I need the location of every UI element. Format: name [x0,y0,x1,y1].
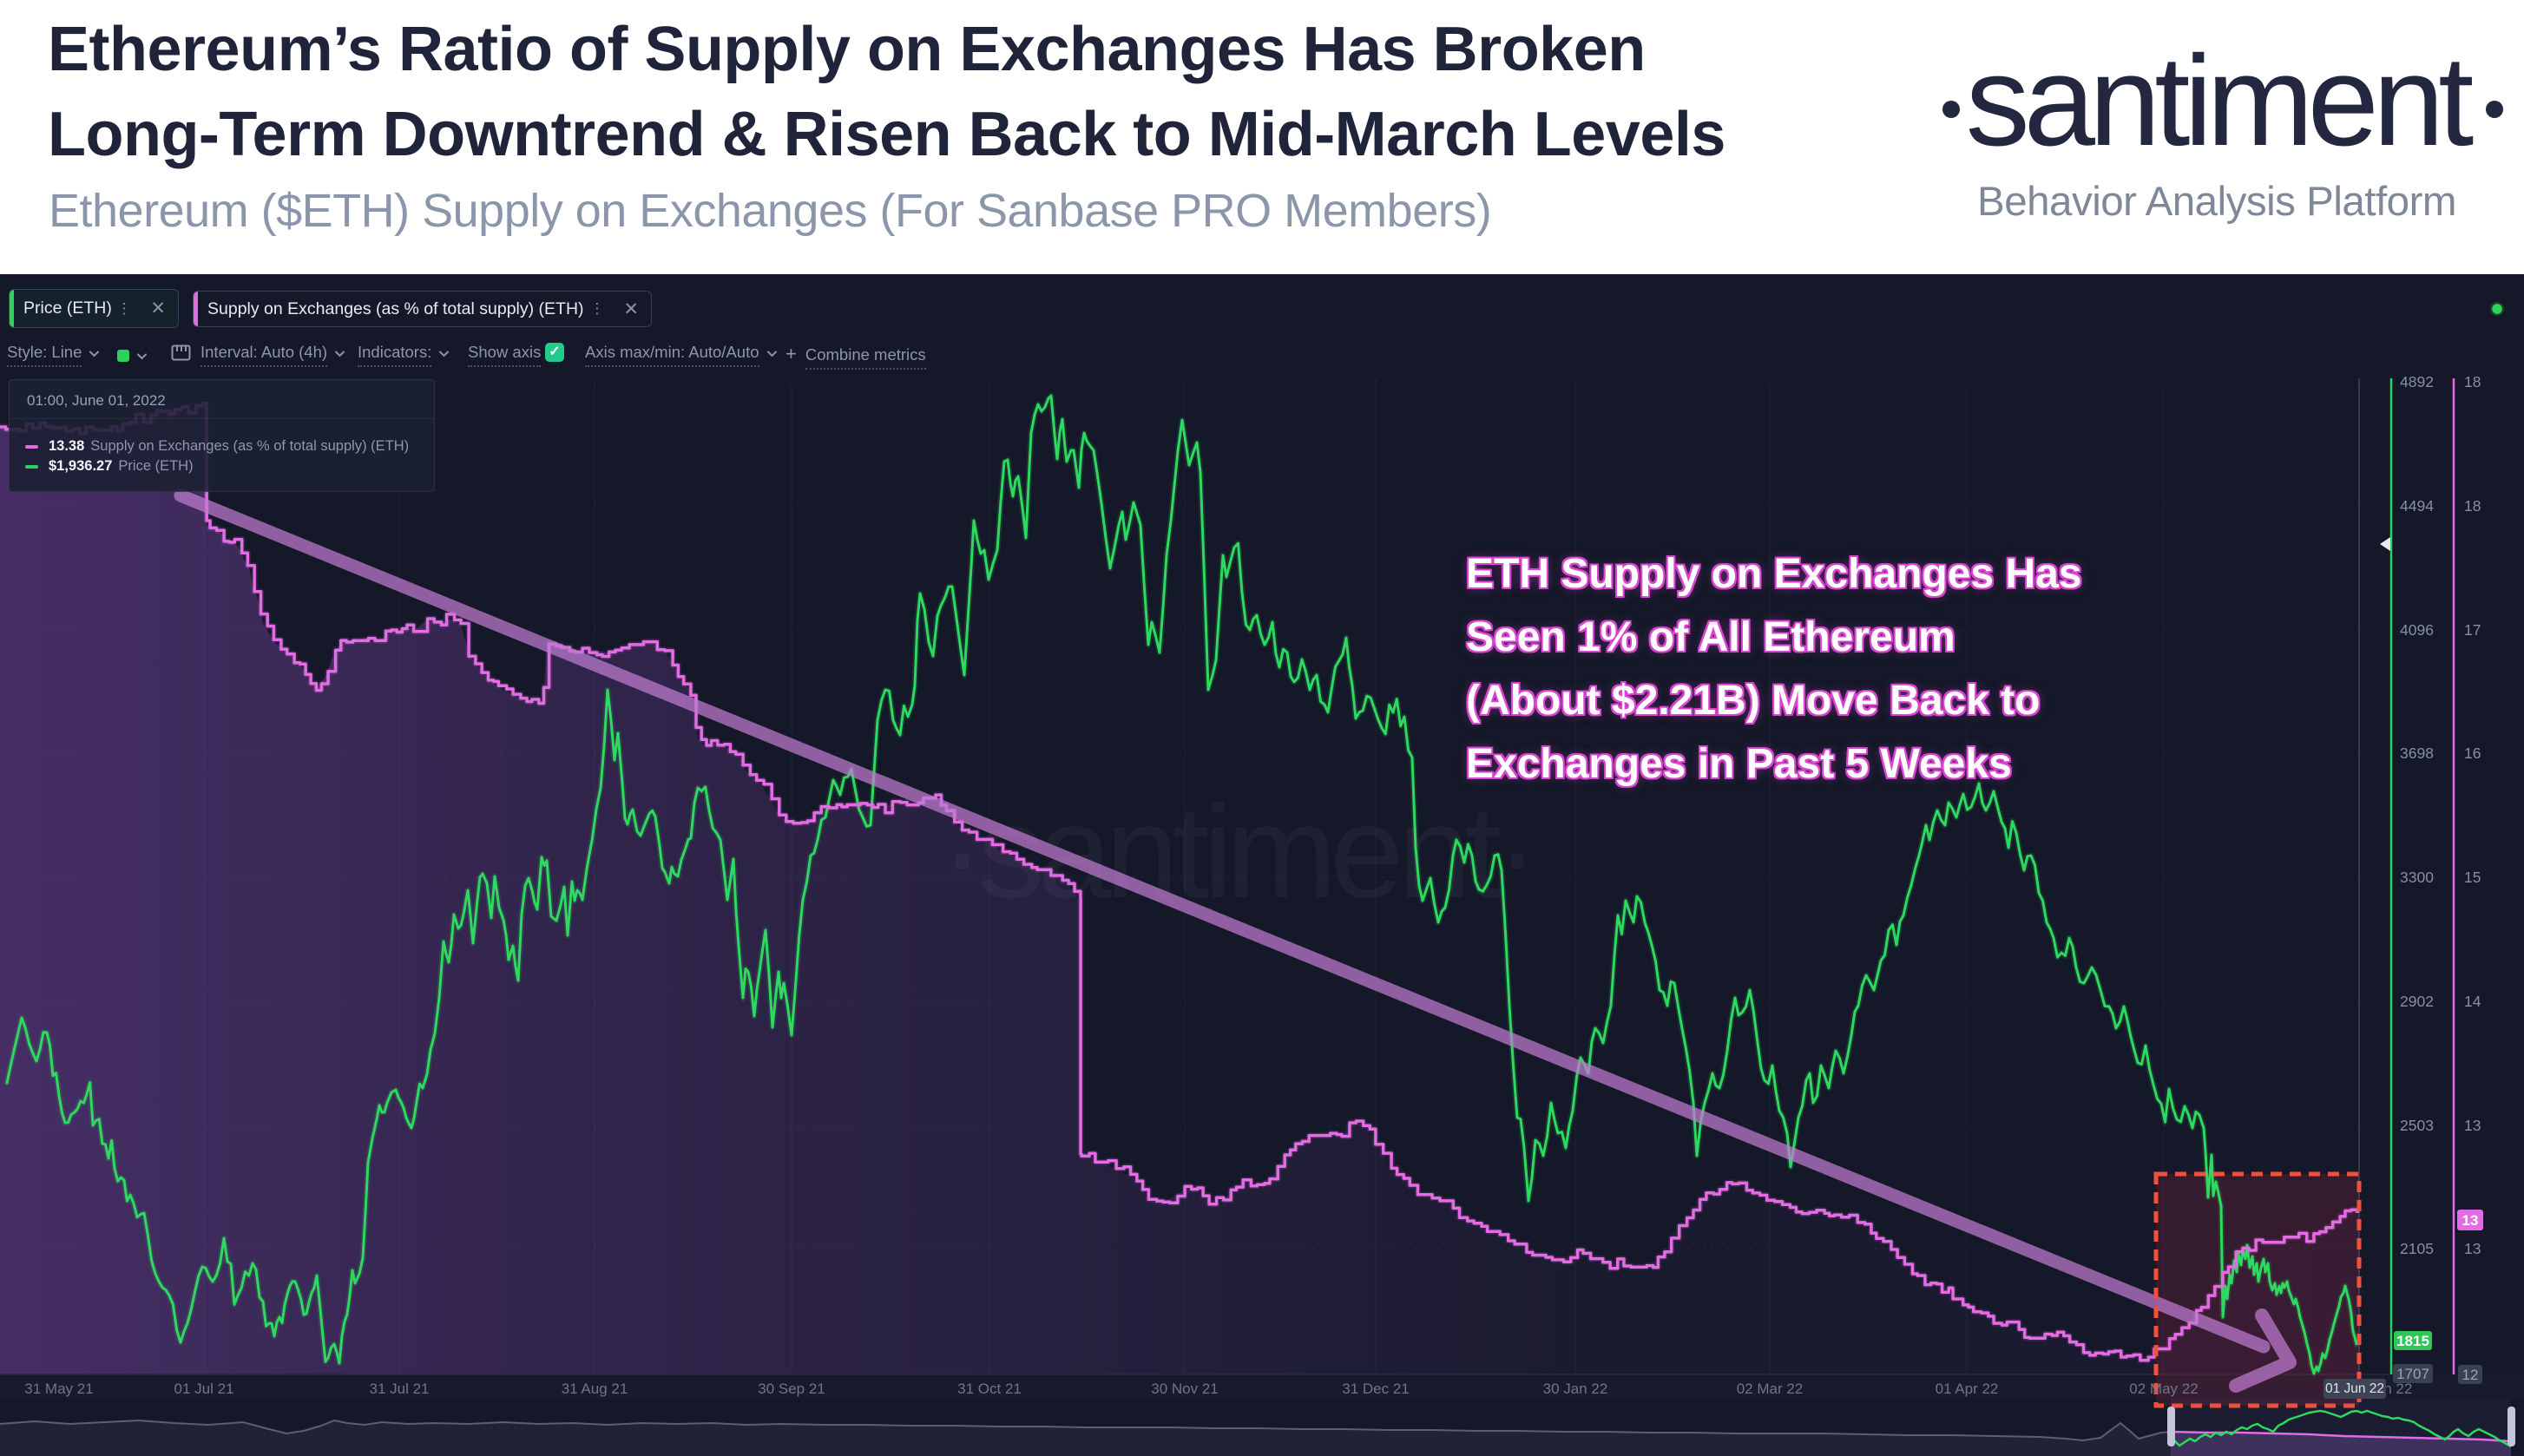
svg-text:31 May 21: 31 May 21 [24,1381,93,1397]
svg-text:30 Sep 21: 30 Sep 21 [758,1381,825,1397]
svg-text:3698: 3698 [2400,744,2434,762]
svg-text:4096: 4096 [2400,621,2434,639]
svg-text:02 Mar 22: 02 Mar 22 [1737,1381,1804,1397]
svg-text:30 Nov 21: 30 Nov 21 [1151,1381,1219,1397]
svg-text:31 Jul 21: 31 Jul 21 [370,1381,430,1397]
svg-text:18: 18 [2464,497,2481,515]
svg-text:15: 15 [2464,869,2481,886]
svg-text:17: 17 [2464,621,2481,639]
svg-text:1707: 1707 [2396,1366,2429,1382]
svg-text:02 May 22: 02 May 22 [2129,1381,2198,1397]
svg-text:1815: 1815 [2396,1333,2429,1349]
svg-text:01 Jun 22: 01 Jun 22 [2325,1381,2384,1396]
svg-text:3300: 3300 [2400,869,2434,886]
svg-text:31 Dec 21: 31 Dec 21 [1342,1381,1410,1397]
svg-text:18: 18 [2464,373,2481,390]
svg-text:01 Apr 22: 01 Apr 22 [1936,1381,1999,1397]
svg-text:2105: 2105 [2400,1240,2434,1257]
svg-text:2503: 2503 [2400,1117,2434,1134]
svg-text:13: 13 [2464,1117,2481,1134]
svg-text:01 Jul 21: 01 Jul 21 [174,1381,234,1397]
svg-text:13: 13 [2462,1212,2479,1229]
svg-text:4892: 4892 [2400,373,2434,390]
svg-text:2902: 2902 [2400,993,2434,1010]
svg-text:14: 14 [2464,993,2481,1010]
svg-text:13: 13 [2464,1240,2481,1257]
svg-text:31 Oct 21: 31 Oct 21 [957,1381,1022,1397]
svg-text:30 Jan 22: 30 Jan 22 [1543,1381,1608,1397]
svg-text:4494: 4494 [2400,497,2434,515]
svg-text:31 Aug 21: 31 Aug 21 [562,1381,628,1397]
svg-text:12: 12 [2462,1367,2479,1383]
svg-text:16: 16 [2464,744,2481,762]
